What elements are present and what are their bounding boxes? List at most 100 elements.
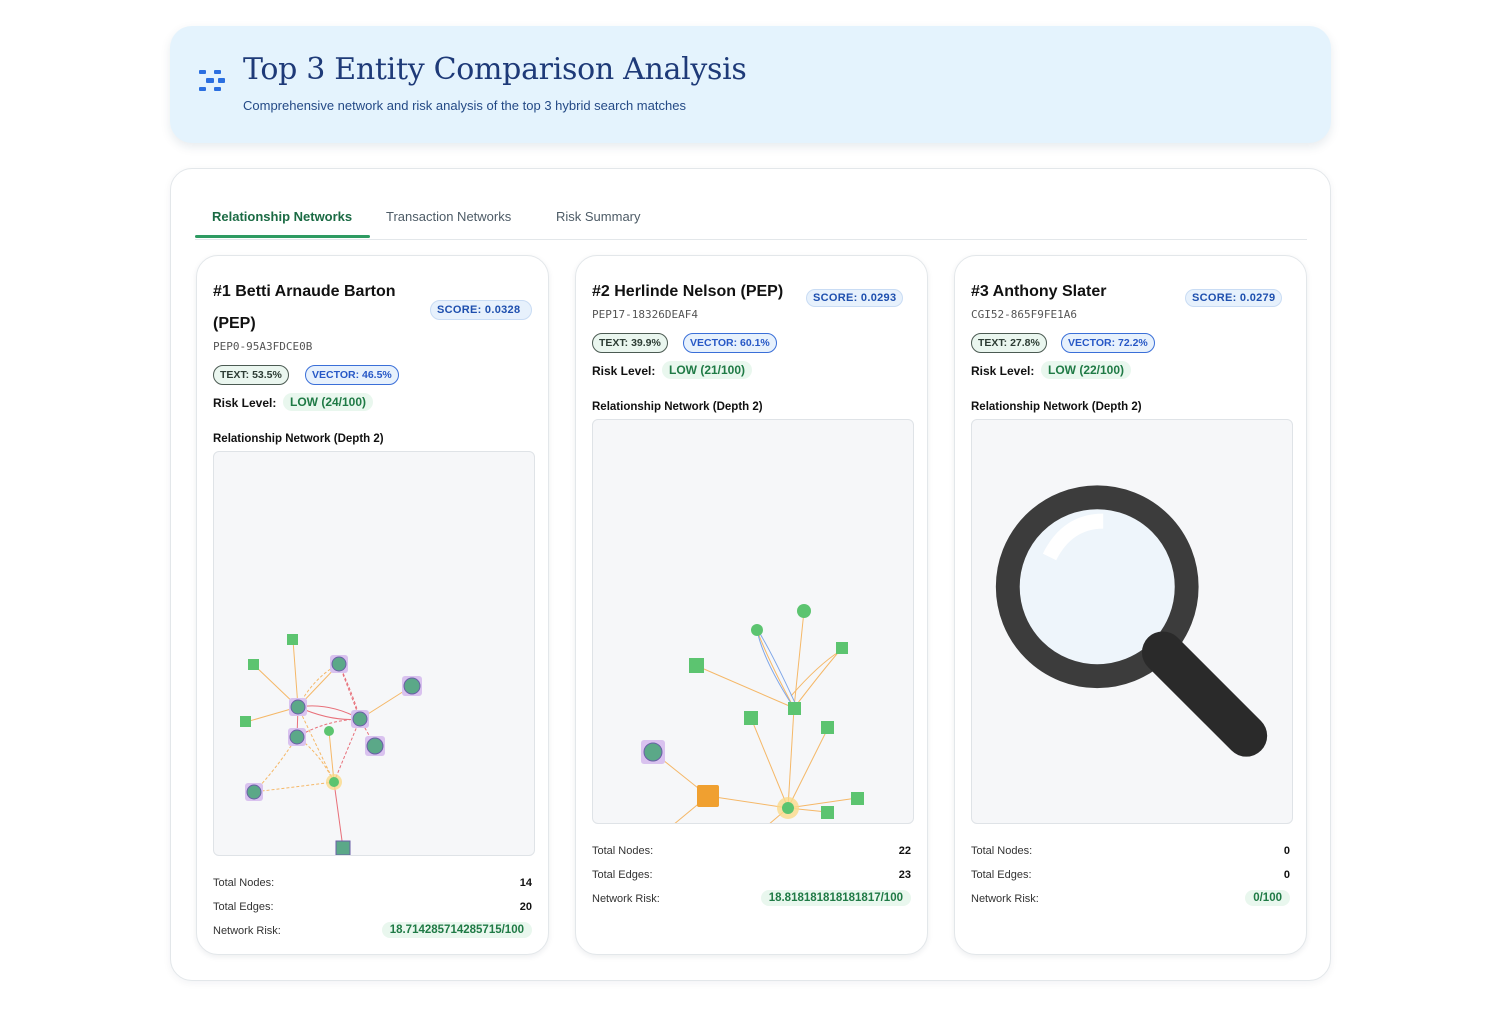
tab-risk-summary[interactable]: Risk Summary	[556, 209, 641, 224]
graph-edge	[297, 706, 335, 783]
graph-node[interactable]	[821, 806, 834, 819]
graph-node[interactable]	[366, 737, 384, 755]
graph-node[interactable]	[851, 792, 864, 805]
total-nodes-value: 22	[898, 845, 911, 857]
network-graph-svg	[240, 634, 422, 855]
graph-edge	[787, 707, 795, 809]
total-edges-value: 20	[519, 901, 532, 913]
relationship-graph-empty[interactable]	[971, 419, 1293, 824]
risk-level-badge: LOW (24/100)	[283, 393, 374, 411]
entity-card-1: #1 Betti Arnaude Barton (PEP) SCORE: 0.0…	[196, 255, 549, 955]
graph-node[interactable]	[697, 785, 719, 807]
graph-node[interactable]	[782, 802, 794, 814]
graph-node[interactable]	[788, 702, 801, 715]
graph-edge	[328, 730, 335, 783]
graph-node[interactable]	[246, 784, 262, 800]
entity-title: #1 Betti Arnaude Barton (PEP)	[213, 283, 396, 332]
network-label: Relationship Network (Depth 2)	[971, 401, 1142, 413]
relationship-graph[interactable]	[592, 419, 914, 824]
graph-edge	[292, 639, 299, 708]
graph-edge	[758, 631, 797, 706]
risk-level-badge: LOW (21/100)	[662, 361, 753, 379]
graph-node[interactable]	[287, 634, 298, 645]
network-graph-svg	[641, 604, 864, 823]
graph-edge	[756, 629, 795, 709]
score-badge: SCORE: 0.0328	[430, 300, 532, 320]
comparison-panel: Relationship Networks Transaction Networ…	[170, 168, 1331, 981]
text-score-chip: TEXT: 53.5%	[213, 365, 289, 385]
entity-card-2: #2 Herlinde Nelson (PEP) SCORE: 0.0293 P…	[575, 255, 928, 955]
vector-score-chip: VECTOR: 46.5%	[305, 365, 399, 385]
graph-edge	[333, 718, 361, 783]
total-edges-label: Total Edges:	[213, 901, 274, 913]
graph-edge	[790, 650, 841, 697]
score-badge: SCORE: 0.0279	[1185, 289, 1283, 307]
page-title: Top 3 Entity Comparison Analysis	[243, 52, 747, 87]
network-risk-value: 0/100	[1245, 890, 1290, 906]
graph-node[interactable]	[403, 677, 421, 695]
entity-id: CGI52-865F9FE1A6	[971, 308, 1077, 321]
graph-node[interactable]	[335, 840, 351, 855]
magnifier-icon	[995, 485, 1268, 757]
graph-node[interactable]	[331, 656, 347, 672]
total-nodes-label: Total Nodes:	[213, 877, 275, 889]
graph-edge	[707, 795, 789, 809]
total-nodes-value: 0	[1283, 845, 1290, 857]
graph-edge	[297, 706, 361, 720]
graph-edge	[253, 781, 335, 793]
graph-node[interactable]	[289, 729, 305, 745]
text-score-chip: TEXT: 27.8%	[971, 333, 1047, 353]
page-header: Top 3 Entity Comparison Analysis Compreh…	[170, 26, 1331, 143]
graph-node[interactable]	[821, 721, 834, 734]
entity-id: PEP0-95A3FDCE0B	[213, 340, 313, 353]
graph-node[interactable]	[836, 642, 848, 654]
network-risk-value: 18.714285714285715/100	[381, 922, 532, 938]
tab-relationship-networks[interactable]: Relationship Networks	[212, 209, 353, 224]
graph-edge	[696, 665, 795, 709]
network-label: Relationship Network (Depth 2)	[592, 401, 763, 413]
relationship-graph[interactable]	[213, 451, 535, 856]
total-edges-label: Total Edges:	[592, 869, 653, 881]
total-nodes-label: Total Nodes:	[592, 845, 654, 857]
risk-level-label: Risk Level:	[592, 364, 656, 378]
text-score-chip: TEXT: 39.9%	[592, 333, 668, 353]
risk-level-label: Risk Level:	[971, 364, 1035, 378]
graph-edge	[793, 647, 843, 709]
graph-edge	[750, 717, 789, 809]
entity-title: #3 Anthony Slater	[971, 283, 1107, 300]
vector-score-chip: VECTOR: 60.1%	[683, 333, 777, 353]
graph-node[interactable]	[744, 711, 758, 725]
page-subtitle: Comprehensive network and risk analysis …	[243, 98, 686, 113]
score-badge: SCORE: 0.0293	[806, 289, 904, 307]
network-label: Relationship Network (Depth 2)	[213, 433, 384, 445]
graph-node[interactable]	[248, 659, 259, 670]
graph-node[interactable]	[240, 716, 251, 727]
risk-level-badge: LOW (22/100)	[1041, 361, 1132, 379]
tab-transaction-networks[interactable]: Transaction Networks	[386, 209, 512, 224]
graph-node[interactable]	[689, 658, 704, 673]
graph-node[interactable]	[797, 604, 811, 618]
network-risk-label: Network Risk:	[592, 893, 660, 905]
network-risk-label: Network Risk:	[213, 925, 281, 937]
graph-node[interactable]	[290, 699, 306, 715]
graph-edge	[787, 727, 829, 809]
graph-edge	[787, 797, 858, 809]
vector-score-chip: VECTOR: 72.2%	[1061, 333, 1155, 353]
graph-edge	[296, 736, 335, 783]
total-nodes-label: Total Nodes:	[971, 845, 1033, 857]
tab-bar: Relationship Networks Transaction Networ…	[195, 205, 1307, 240]
total-edges-label: Total Edges:	[971, 869, 1032, 881]
total-edges-value: 23	[898, 869, 911, 881]
graph-edge	[756, 629, 795, 709]
network-risk-label: Network Risk:	[971, 893, 1039, 905]
graph-node[interactable]	[643, 742, 663, 762]
graph-node[interactable]	[751, 624, 763, 636]
graph-node[interactable]	[352, 711, 368, 727]
graph-node[interactable]	[324, 726, 334, 736]
total-nodes-value: 14	[519, 877, 532, 889]
entity-card-3: #3 Anthony Slater SCORE: 0.0279 CGI52-86…	[954, 255, 1307, 955]
entity-title: #2 Herlinde Nelson (PEP)	[592, 283, 784, 300]
network-grid-icon	[199, 70, 225, 91]
graph-node[interactable]	[329, 777, 339, 787]
network-risk-value: 18.818181818181817/100	[760, 890, 911, 906]
